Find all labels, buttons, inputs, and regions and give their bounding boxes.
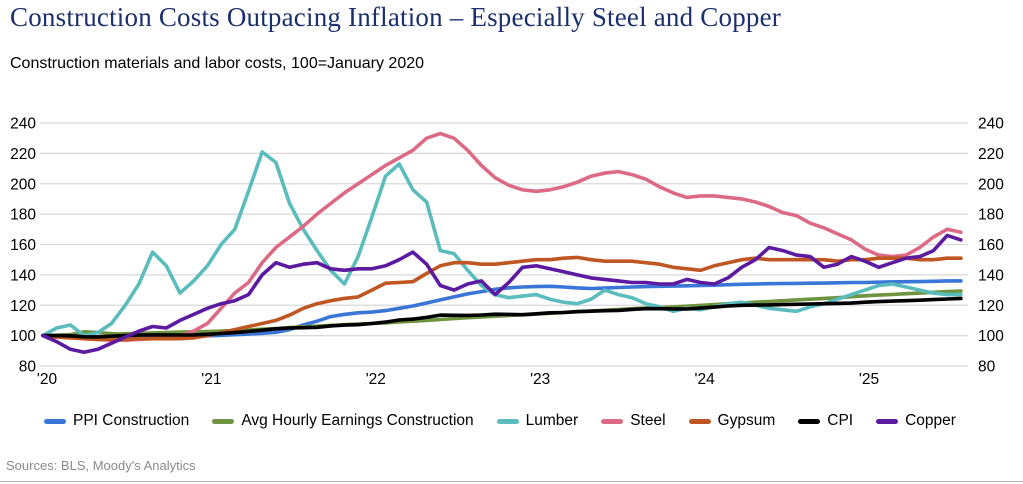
x-axis-tick-label: '24: [694, 371, 715, 388]
y-axis-tick-label-right: 140: [978, 267, 1004, 284]
x-axis-tick-label: '20: [37, 371, 58, 388]
legend-swatch-icon: [601, 418, 624, 424]
x-axis-tick-label: '22: [366, 371, 386, 388]
legend-label: Avg Hourly Earnings Construction: [241, 412, 474, 429]
legend-label: PPI Construction: [73, 412, 190, 429]
series-line-cpi: [41, 296, 963, 339]
y-axis-tick-label-right: 80: [978, 359, 996, 376]
x-axis-tick-label: '21: [201, 371, 221, 388]
y-axis-tick-label-left: 160: [10, 237, 36, 254]
y-axis-tick-label-left: 80: [19, 359, 37, 376]
legend-label: Copper: [905, 412, 956, 429]
series-line-copper: [41, 233, 963, 355]
legend-label: Steel: [630, 412, 666, 429]
x-axis-tick-label: '23: [530, 371, 550, 388]
y-axis-tick-label-left: 200: [10, 176, 36, 193]
legend-swatch-icon: [496, 418, 519, 424]
y-axis-tick-label-left: 100: [10, 328, 36, 345]
source-note: Sources: BLS, Moody's Analytics: [6, 458, 196, 473]
y-axis-tick-label-left: 140: [10, 267, 36, 284]
footer-divider: [0, 481, 1023, 482]
series-line-lumber: [41, 150, 963, 338]
y-axis-tick-label-right: 160: [978, 237, 1004, 254]
legend-label: Gypsum: [717, 412, 776, 429]
legend-swatch-icon: [798, 418, 821, 424]
y-axis-tick-label-left: 220: [10, 146, 36, 163]
y-axis-tick-label-right: 200: [978, 176, 1004, 193]
legend-item-ppi-construction: PPI Construction: [44, 412, 189, 430]
chart-subtitle: Construction materials and labor costs, …: [10, 55, 425, 72]
legend-swatch-icon: [44, 418, 66, 424]
legend-label: Lumber: [525, 412, 579, 429]
legend-item-copper: Copper: [876, 412, 956, 430]
legend-item-gypsum: Gypsum: [688, 412, 776, 430]
legend-label: CPI: [827, 412, 854, 429]
y-axis-tick-label-right: 180: [978, 207, 1004, 224]
chart-legend: PPI Construction Avg Hourly Earnings Cons…: [44, 412, 956, 430]
y-axis-tick-label-right: 120: [978, 298, 1004, 315]
legend-item-lumber: Lumber: [496, 412, 579, 430]
series-line-steel: [41, 131, 963, 343]
y-axis-tick-label-right: 100: [978, 328, 1004, 345]
y-axis-tick-label-left: 240: [10, 116, 36, 133]
legend-item-cpi: CPI: [798, 412, 853, 430]
legend-swatch-icon: [212, 418, 235, 424]
y-axis-tick-label-left: 120: [10, 298, 36, 315]
legend-item-avg-hourly-earnings-construction: Avg Hourly Earnings Construction: [212, 412, 474, 430]
y-axis-tick-label-right: 240: [978, 116, 1004, 133]
y-axis-tick-label-right: 220: [978, 146, 1004, 163]
legend-swatch-icon: [688, 418, 711, 424]
page-title: Construction Costs Outpacing Inflation –…: [10, 2, 781, 32]
legend-item-steel: Steel: [601, 412, 666, 430]
series-line-gypsum: [41, 255, 963, 342]
legend-swatch-icon: [876, 418, 899, 424]
x-axis-tick-label: '25: [859, 371, 879, 388]
y-axis-tick-label-left: 180: [10, 207, 36, 224]
